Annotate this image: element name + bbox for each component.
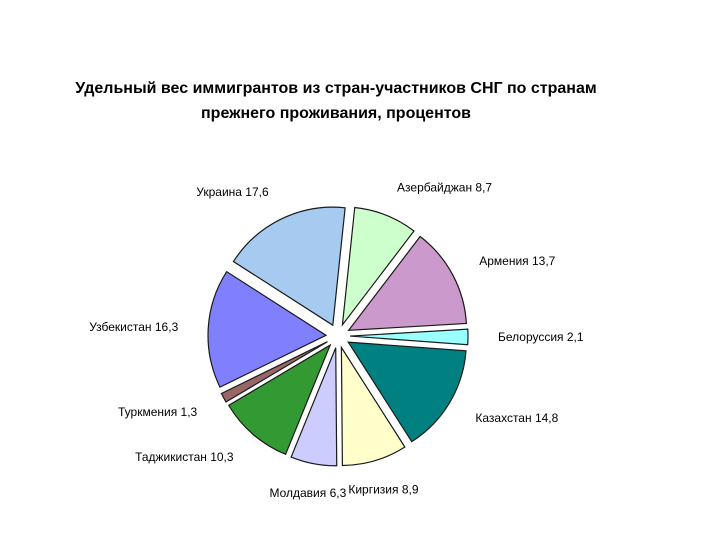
slice-label-3: Белоруссия 2,1	[498, 330, 584, 344]
slice-label-1: Азербайджан 8,7	[397, 180, 492, 194]
slice-7	[227, 343, 332, 456]
slice-label-4: Казахстан 14,8	[475, 411, 558, 425]
slice-4	[347, 341, 467, 443]
slice-5	[340, 345, 406, 467]
slice-label-6: Молдавия 6,3	[269, 486, 346, 500]
slice-label-7: Таджикистан 10,3	[135, 450, 234, 464]
slice-10	[232, 206, 346, 327]
slice-label-10: Украина 17,6	[196, 185, 269, 199]
slice-9	[207, 270, 328, 388]
slice-label-8: Туркмения 1,3	[118, 405, 198, 419]
slice-3	[349, 328, 469, 346]
slice-2	[347, 235, 468, 332]
slice-1	[341, 206, 415, 327]
slice-label-9: Узбекистан 16,3	[89, 320, 178, 334]
slice-label-2: Армения 13,7	[479, 254, 555, 268]
chart-title-line-1: Удельный вес иммигрантов из стран-участн…	[75, 80, 596, 97]
chart-title-line-2: прежнего проживания, процентов	[201, 105, 471, 122]
slice-label-5: Киргизия 8,9	[348, 482, 418, 496]
slice-8	[220, 341, 328, 403]
slice-6	[290, 347, 338, 467]
